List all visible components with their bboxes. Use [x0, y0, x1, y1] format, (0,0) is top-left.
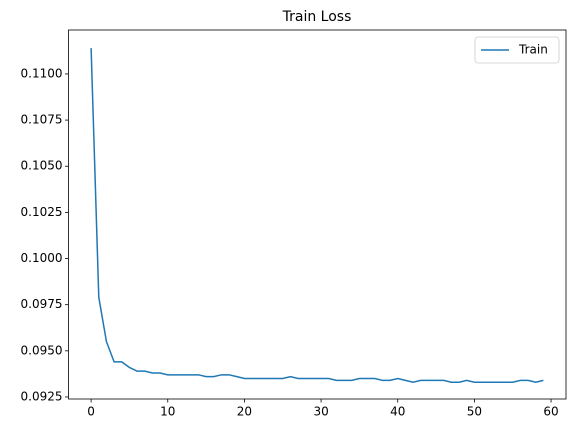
y-tick-label: 0.1075	[21, 113, 63, 127]
x-tick-label: 30	[313, 405, 328, 419]
y-tick-label: 0.1000	[21, 251, 63, 265]
x-tick-label: 20	[237, 405, 252, 419]
y-tick-label: 0.0950	[21, 343, 63, 357]
x-tick-label: 60	[543, 405, 558, 419]
y-tick-label: 0.1050	[21, 159, 63, 173]
legend-label: Train	[518, 43, 548, 57]
y-tick-label: 0.1025	[21, 205, 63, 219]
x-tick-label: 50	[467, 405, 482, 419]
x-tick-label: 10	[160, 405, 175, 419]
line	[90, 48, 544, 383]
plot-frame	[68, 29, 567, 400]
y-tick-label: 0.0975	[21, 297, 63, 311]
legend-box	[474, 36, 560, 64]
x-tick-label: 40	[390, 405, 405, 419]
y-tick-label: 0.1100	[21, 66, 63, 80]
chart-title: Train Loss	[282, 9, 352, 25]
x-tick-label: 0	[87, 405, 95, 419]
y-tick-label: 0.0925	[21, 389, 63, 403]
